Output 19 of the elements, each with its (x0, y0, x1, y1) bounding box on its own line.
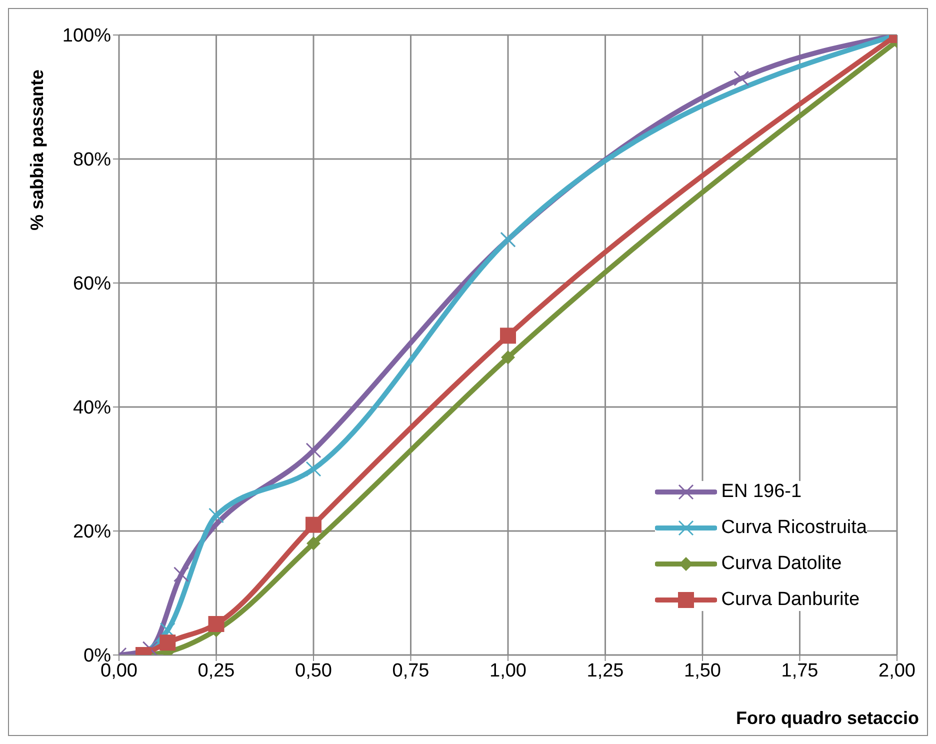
x-axis-title: Foro quadro setaccio (736, 708, 919, 729)
legend-label: EN 196-1 (721, 481, 802, 503)
x-tick-label: 0,25 (198, 660, 235, 682)
x-tick-label: 1,50 (684, 660, 721, 682)
y-tick-label: 100% (62, 26, 112, 47)
x-tick-label: 0,75 (392, 660, 430, 682)
legend-label: Curva Danburite (721, 589, 860, 611)
y-axis-title: % sabbia passante (26, 69, 47, 231)
x-tick-label: 2,00 (878, 660, 916, 682)
y-tick-label: 40% (72, 398, 112, 419)
x-tick-label: 0,50 (295, 660, 332, 682)
legend-label: Curva Datolite (721, 553, 842, 575)
legend-label: Curva Ricostruita (721, 517, 867, 539)
x-tick-label: 1,25 (586, 660, 624, 682)
x-tick-label: 1,00 (490, 660, 526, 682)
y-tick-label: 20% (72, 522, 112, 543)
y-tick-label: 80% (72, 150, 112, 171)
y-tick-label: 60% (72, 274, 112, 295)
x-tick-label: 1,75 (781, 660, 818, 682)
